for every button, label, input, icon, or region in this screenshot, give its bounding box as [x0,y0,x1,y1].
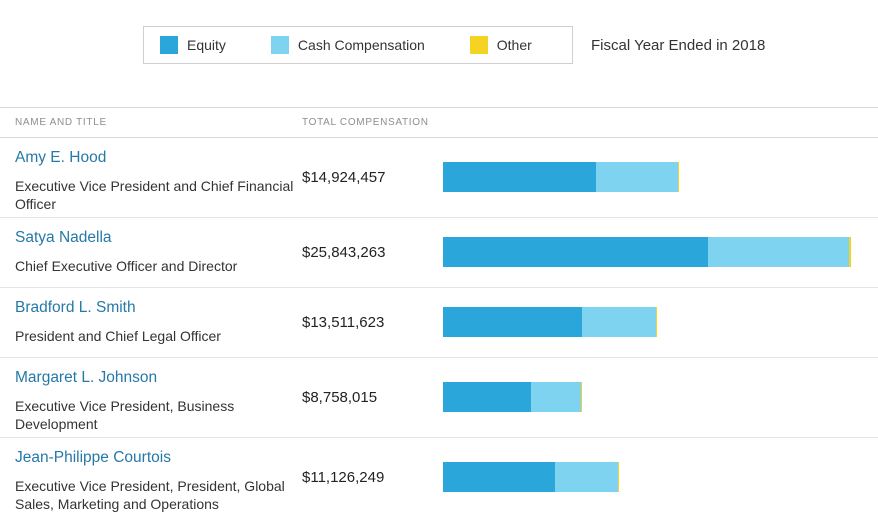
legend-item-equity: Equity [160,36,226,54]
equity-segment [443,237,709,268]
bar-track [443,237,851,268]
bar-cell [443,138,878,217]
cash-segment [596,162,679,193]
executive-title: Executive Vice President, President, Glo… [15,477,285,512]
bar-cell [443,438,878,512]
stacked-compensation-bar [443,237,851,268]
legend-label-equity: Equity [187,37,226,53]
stacked-compensation-bar [443,162,679,193]
equity-segment [443,162,597,193]
total-compensation-value: $13,511,623 [302,313,385,331]
executive-name-link[interactable]: Margaret L. Johnson [15,368,158,386]
executive-name-link[interactable]: Amy E. Hood [15,149,107,166]
bar-cell [443,288,878,357]
executive-name-link[interactable]: Satya Nadella [15,228,112,246]
name-title-cell: Margaret L. Johnson Executive Vice Presi… [0,358,302,437]
name-title-cell: Amy E. Hood Executive Vice President and… [0,138,302,217]
equity-segment [443,382,532,413]
executive-name-link[interactable]: Bradford L. Smith [15,298,136,316]
chart-header: Equity Cash Compensation Other Fiscal Ye… [143,26,878,64]
cash-segment [582,307,657,338]
bar-cell [443,358,878,437]
table-row: Margaret L. Johnson Executive Vice Presi… [0,358,878,438]
other-segment [849,237,851,268]
legend: Equity Cash Compensation Other [143,26,573,64]
cash-segment [708,237,850,268]
name-title-cell: Bradford L. Smith President and Chief Le… [0,288,302,357]
stacked-compensation-bar [443,307,657,338]
table-row: Amy E. Hood Executive Vice President and… [0,138,878,218]
equity-swatch-icon [160,36,178,54]
table-row: Bradford L. Smith President and Chief Le… [0,288,878,358]
stacked-compensation-bar [443,382,582,413]
column-header-total-compensation: TOTAL COMPENSATION [302,117,429,128]
cash-compensation-swatch-icon [270,36,289,54]
fiscal-year-label: Fiscal Year Ended in 2018 [591,36,766,54]
total-compensation-value: $8,758,015 [302,388,378,406]
name-title-cell: Satya Nadella Chief Executive Officer an… [0,218,302,287]
bar-track [443,382,851,413]
executive-name-link[interactable]: Jean-Philippe Courtois [15,448,171,466]
equity-segment [443,462,555,493]
executive-title: Executive Vice President and Chief Finan… [15,177,294,212]
legend-item-cash-compensation: Cash Compensation [270,36,425,54]
equity-segment [443,307,583,338]
table-header-row: NAME AND TITLE TOTAL COMPENSATION [0,107,878,138]
stacked-compensation-bar [443,462,619,493]
name-title-cell: Jean-Philippe Courtois Executive Vice Pr… [0,438,302,512]
other-swatch-icon [469,36,488,54]
bar-track [443,462,851,493]
legend-label-other: Other [496,37,532,53]
total-compensation-value: $25,843,263 [302,243,386,261]
compensation-table: NAME AND TITLE TOTAL COMPENSATION Amy E.… [0,107,878,512]
executive-title: President and Chief Legal Officer [15,327,221,344]
total-compensation-value: $14,924,457 [302,168,386,186]
executive-title: Executive Vice President, Business Devel… [15,397,235,432]
bar-track [443,162,851,193]
column-header-name-and-title: NAME AND TITLE [15,117,107,128]
bar-track [443,307,851,338]
bar-cell [443,218,878,287]
total-compensation-value: $11,126,249 [302,468,385,486]
legend-item-other: Other [469,36,532,54]
table-row: Satya Nadella Chief Executive Officer an… [0,218,878,288]
table-row: Jean-Philippe Courtois Executive Vice Pr… [0,438,878,512]
legend-label-cash-compensation: Cash Compensation [297,37,425,53]
other-segment [618,462,619,493]
cash-segment [554,462,619,493]
executive-title: Chief Executive Officer and Director [15,257,238,274]
cash-segment [531,382,581,413]
